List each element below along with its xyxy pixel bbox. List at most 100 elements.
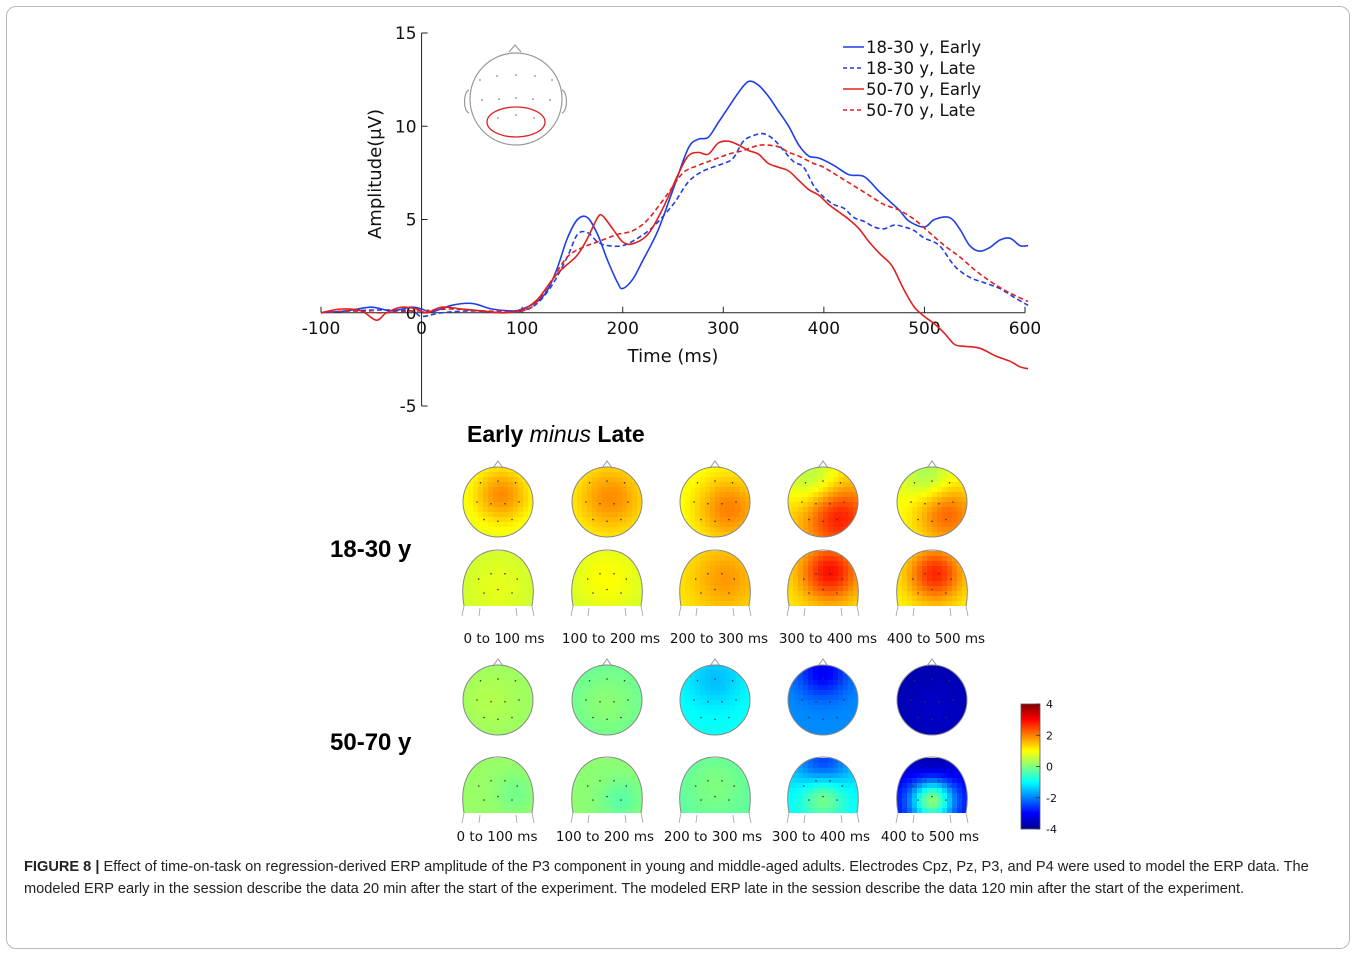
topo-cell	[700, 705, 706, 711]
topo-cell	[690, 730, 696, 735]
topo-cell	[680, 783, 686, 789]
topo-cell	[957, 482, 963, 488]
topo-cell	[788, 695, 794, 701]
topo-cell	[715, 507, 721, 513]
topo-cell	[710, 472, 716, 478]
topo-cell	[788, 700, 794, 706]
topo-cell	[612, 823, 618, 829]
topo-cell	[700, 725, 706, 731]
topo-cell	[803, 512, 809, 518]
topo-cell	[788, 616, 794, 622]
topo-cell	[597, 487, 603, 493]
topo-cell	[637, 581, 643, 587]
topo-head-outline	[679, 756, 751, 814]
topo-cell	[927, 675, 933, 681]
topo-cell	[798, 482, 804, 488]
topo-cell	[478, 512, 484, 518]
topo-cell	[473, 517, 479, 523]
topo-cell	[478, 695, 484, 701]
topo-cell	[493, 793, 499, 799]
electrode-dot	[533, 117, 535, 119]
topo-cell	[508, 818, 514, 824]
topo-cell	[483, 581, 489, 587]
topo-cell	[818, 497, 824, 503]
topo-cell	[853, 556, 859, 562]
topo-cell	[685, 596, 691, 602]
topo-cell	[917, 818, 923, 824]
topo-cell	[798, 571, 804, 577]
topo-cell	[912, 586, 918, 592]
topo-cell	[803, 808, 809, 813]
topo-cell	[632, 517, 638, 523]
topo-cell	[617, 507, 623, 513]
topo-cell	[962, 561, 968, 567]
topo-cell	[942, 725, 948, 731]
topo-cell	[513, 492, 519, 498]
topo-cell	[488, 783, 494, 789]
topo-cell	[473, 783, 479, 789]
topo-cell	[833, 616, 839, 622]
topo-cell	[725, 798, 731, 804]
topo-electrode	[731, 481, 734, 484]
topo-cell	[523, 467, 529, 473]
topo-cell	[592, 477, 598, 483]
topo-cell	[690, 700, 696, 706]
topo-cell	[582, 616, 588, 622]
topo-cell	[488, 532, 494, 537]
topo-cell	[788, 581, 794, 587]
topo-cell	[838, 492, 844, 498]
topo-cell	[907, 710, 913, 716]
topo-cell	[627, 571, 633, 577]
topo-cell	[922, 527, 928, 533]
topo-electrode	[728, 716, 730, 719]
topo-cell	[473, 591, 479, 597]
topo-cell	[685, 798, 691, 804]
topo-cell	[710, 556, 716, 562]
topo-cell	[838, 808, 844, 813]
topo-cell	[848, 606, 854, 612]
topo-cell	[617, 695, 623, 701]
topo-cell	[912, 823, 918, 829]
topo-cell	[735, 720, 741, 726]
topo-cell	[853, 725, 858, 731]
topo-cell	[952, 487, 958, 493]
topo-cell	[793, 566, 799, 572]
topo-map-6	[570, 549, 644, 622]
topo-cell	[478, 517, 484, 523]
topo-electrode	[599, 572, 601, 575]
topo-cell	[632, 611, 638, 617]
topo-cell	[735, 522, 741, 528]
topo-cell	[937, 532, 943, 537]
topo-cell	[902, 758, 908, 764]
topo-cell	[720, 527, 726, 533]
topo-electrode	[620, 518, 622, 521]
topo-cell	[937, 477, 943, 483]
topo-cell	[483, 778, 489, 784]
topo-cell	[942, 487, 948, 493]
topo-cell	[622, 763, 628, 769]
topo-cell	[818, 670, 824, 676]
topo-cell	[577, 715, 583, 721]
topo-cell	[627, 818, 633, 824]
topo-cell	[622, 556, 628, 562]
topo-cell	[947, 512, 953, 518]
topo-cell	[577, 551, 583, 557]
topo-cell	[468, 813, 474, 819]
topo-cell	[710, 823, 716, 829]
topo-cell	[597, 798, 603, 804]
topo-cell	[637, 665, 642, 671]
topo-cell	[478, 783, 484, 789]
topo-cell	[508, 720, 514, 726]
topo-cell	[823, 517, 829, 523]
topo-cell	[720, 665, 726, 671]
topo-cell	[582, 720, 588, 726]
topo-cell	[582, 705, 588, 711]
topo-cell	[927, 808, 933, 813]
topo-cell	[518, 680, 524, 686]
topo-cell	[637, 670, 642, 676]
topo-cell	[488, 581, 494, 587]
topo-cell	[528, 591, 534, 597]
topo-cell	[612, 472, 618, 478]
topo-electrode	[721, 700, 723, 703]
topo-cell	[523, 487, 529, 493]
